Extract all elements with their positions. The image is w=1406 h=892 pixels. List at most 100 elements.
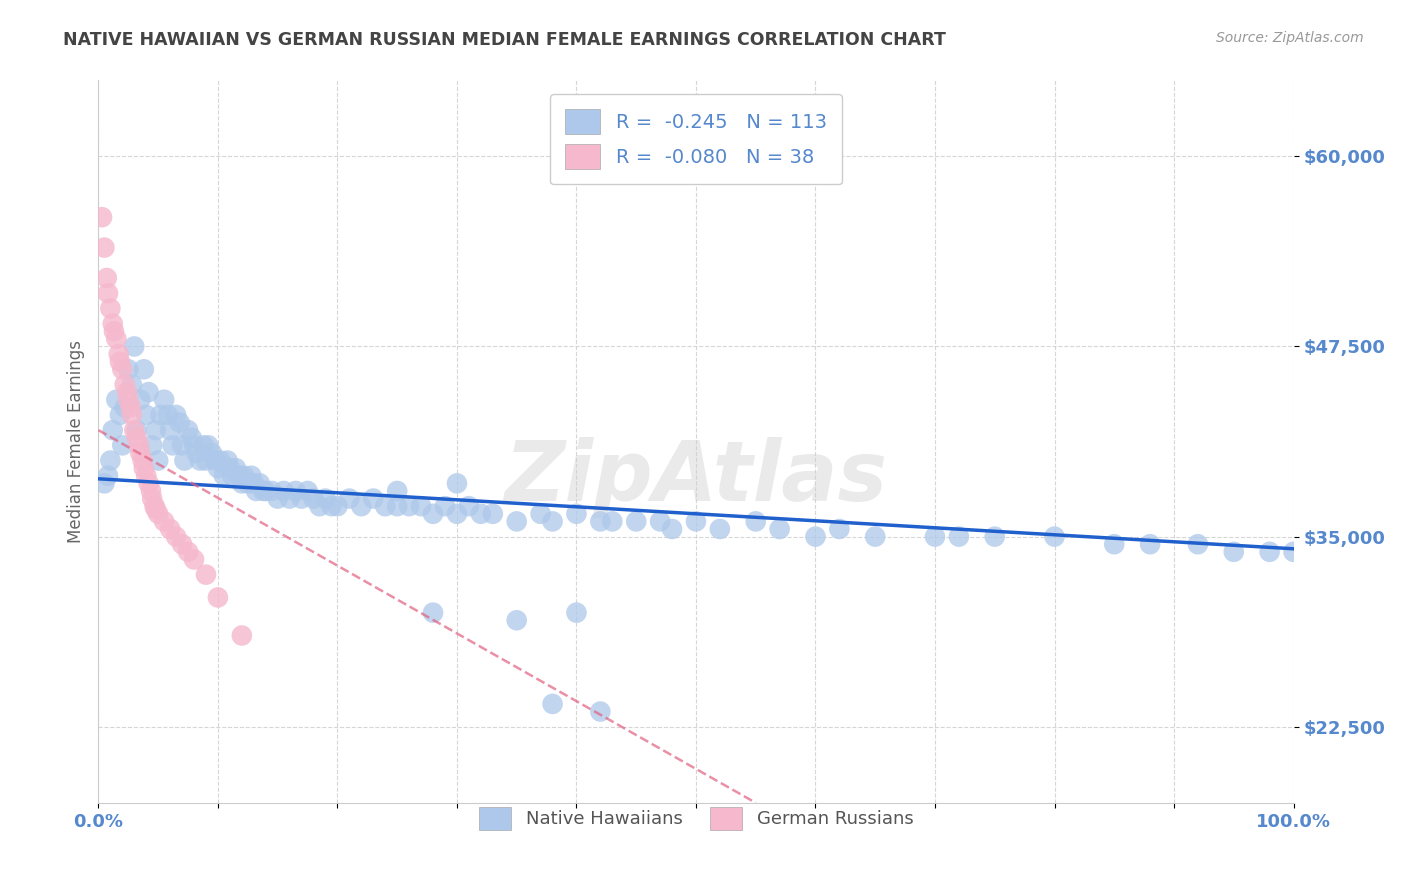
Point bbox=[541, 515, 564, 529]
Point bbox=[481, 507, 505, 521]
Point bbox=[107, 347, 129, 361]
Point bbox=[828, 522, 851, 536]
Point bbox=[204, 453, 226, 467]
Point bbox=[114, 377, 136, 392]
Point bbox=[132, 461, 155, 475]
Point bbox=[745, 515, 768, 529]
Point bbox=[589, 515, 612, 529]
Point bbox=[98, 453, 122, 467]
Point bbox=[108, 408, 131, 422]
Point bbox=[1282, 545, 1305, 559]
Point bbox=[101, 423, 124, 437]
Point bbox=[249, 476, 271, 491]
Point bbox=[422, 507, 444, 521]
Point bbox=[141, 438, 163, 452]
Point bbox=[219, 461, 242, 475]
Point bbox=[924, 530, 946, 544]
Point bbox=[195, 453, 218, 467]
Point bbox=[138, 385, 160, 400]
Point bbox=[156, 408, 179, 422]
Point bbox=[385, 499, 409, 513]
Point bbox=[243, 476, 266, 491]
Point bbox=[1187, 537, 1209, 551]
Point bbox=[321, 499, 343, 513]
Point bbox=[374, 499, 396, 513]
Point bbox=[254, 483, 277, 498]
Point bbox=[804, 530, 827, 544]
Point bbox=[602, 515, 624, 529]
Point bbox=[201, 446, 224, 460]
Point bbox=[661, 522, 683, 536]
Text: ZipAtlas: ZipAtlas bbox=[505, 437, 887, 518]
Point bbox=[326, 499, 349, 513]
Point bbox=[159, 522, 181, 536]
Point bbox=[302, 491, 325, 506]
Point bbox=[108, 354, 131, 368]
Point bbox=[315, 491, 337, 506]
Point bbox=[1104, 537, 1126, 551]
Point bbox=[111, 438, 134, 452]
Point bbox=[138, 476, 160, 491]
Point bbox=[162, 438, 184, 452]
Point bbox=[193, 438, 215, 452]
Point bbox=[411, 499, 433, 513]
Point bbox=[207, 591, 229, 605]
Point bbox=[129, 392, 152, 407]
Point bbox=[117, 392, 139, 407]
Point bbox=[153, 392, 176, 407]
Point bbox=[267, 491, 290, 506]
Point bbox=[221, 468, 243, 483]
Point bbox=[121, 408, 143, 422]
Point bbox=[111, 362, 134, 376]
Point bbox=[172, 537, 194, 551]
Point bbox=[96, 271, 118, 285]
Point bbox=[1223, 545, 1246, 559]
Point bbox=[236, 476, 259, 491]
Point bbox=[948, 530, 970, 544]
Point bbox=[422, 606, 444, 620]
Point bbox=[308, 499, 330, 513]
Point bbox=[278, 491, 301, 506]
Point bbox=[148, 453, 170, 467]
Point bbox=[240, 468, 263, 483]
Point bbox=[207, 461, 229, 475]
Point bbox=[291, 491, 314, 506]
Point bbox=[124, 339, 146, 353]
Point bbox=[225, 461, 247, 475]
Point bbox=[132, 362, 155, 376]
Point bbox=[506, 515, 529, 529]
Legend: Native Hawaiians, German Russians: Native Hawaiians, German Russians bbox=[464, 792, 928, 845]
Point bbox=[173, 453, 195, 467]
Point bbox=[145, 502, 167, 516]
Point bbox=[626, 515, 648, 529]
Point bbox=[984, 530, 1007, 544]
Point bbox=[114, 401, 136, 415]
Point bbox=[434, 499, 457, 513]
Point bbox=[125, 423, 148, 437]
Point bbox=[233, 468, 256, 483]
Point bbox=[169, 416, 191, 430]
Point bbox=[159, 423, 181, 437]
Point bbox=[217, 453, 239, 467]
Point bbox=[93, 241, 115, 255]
Point bbox=[141, 491, 163, 506]
Point bbox=[685, 515, 707, 529]
Point bbox=[93, 476, 115, 491]
Point bbox=[363, 491, 385, 506]
Point bbox=[105, 332, 128, 346]
Point bbox=[197, 438, 219, 452]
Point bbox=[398, 499, 420, 513]
Point bbox=[350, 499, 373, 513]
Point bbox=[165, 408, 187, 422]
Point bbox=[139, 483, 162, 498]
Point bbox=[149, 408, 172, 422]
Point bbox=[103, 324, 125, 338]
Point bbox=[165, 530, 187, 544]
Point bbox=[180, 431, 202, 445]
Point bbox=[129, 446, 152, 460]
Point bbox=[1043, 530, 1066, 544]
Point bbox=[260, 483, 283, 498]
Point bbox=[153, 515, 176, 529]
Point bbox=[470, 507, 492, 521]
Point bbox=[212, 468, 235, 483]
